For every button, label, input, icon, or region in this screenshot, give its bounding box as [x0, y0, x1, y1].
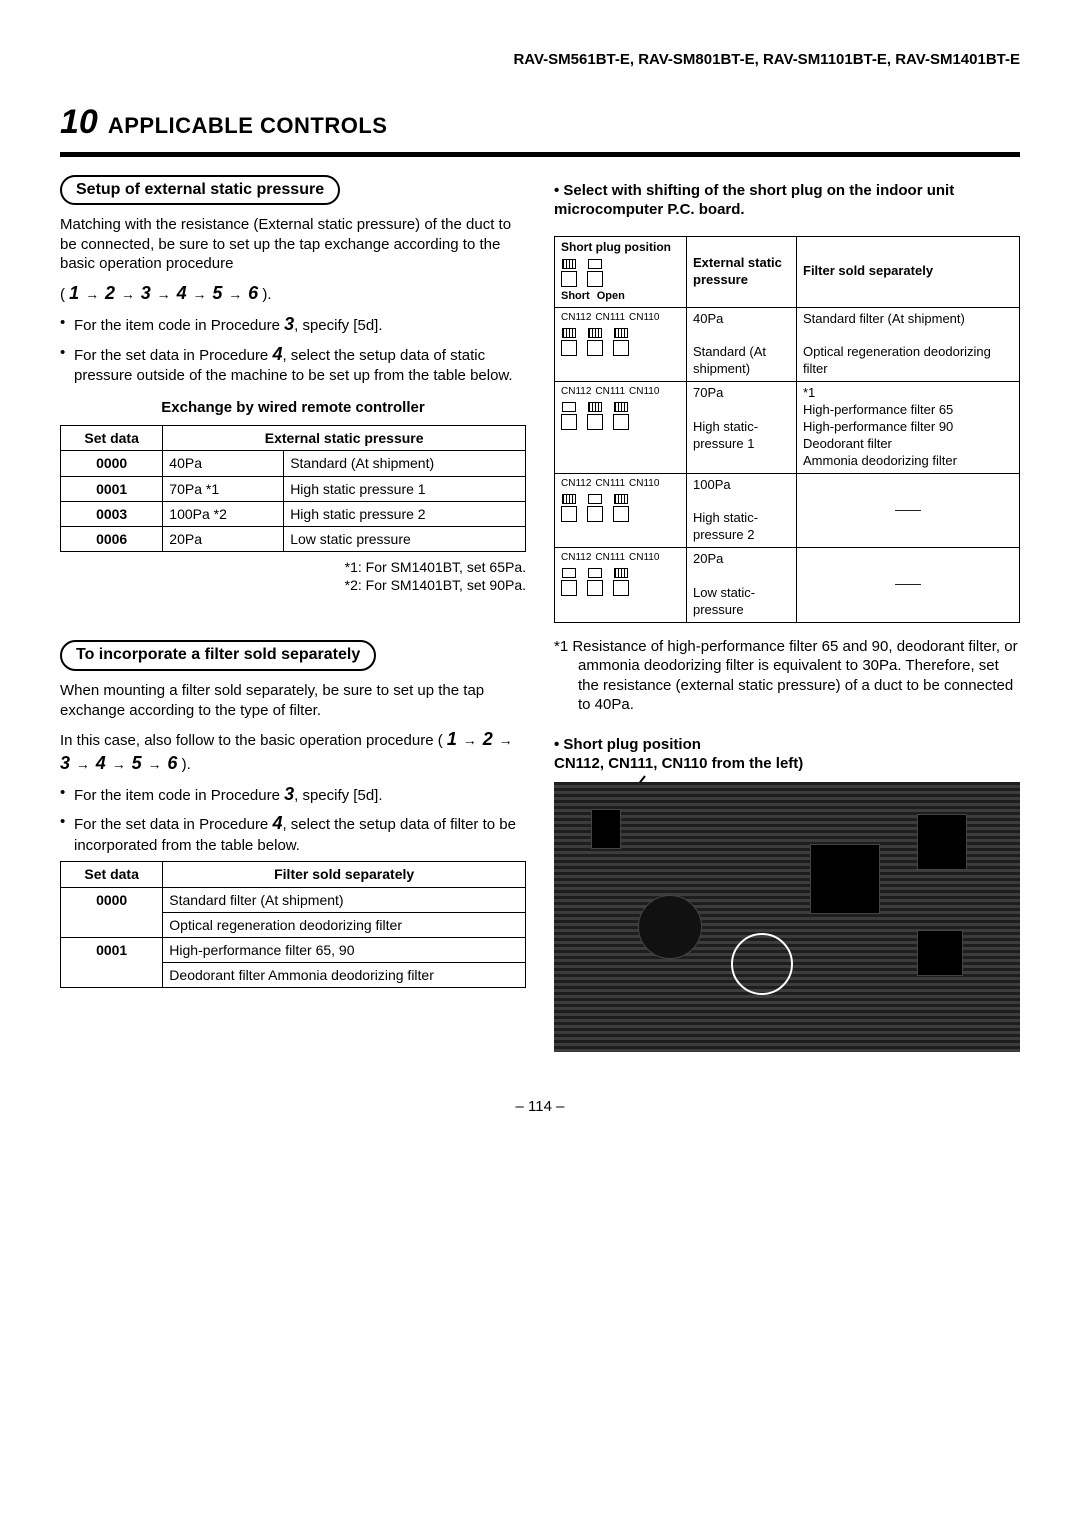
- table-footnote: *1: For SM1401BT, set 65Pa. *2: For SM14…: [60, 558, 526, 594]
- section-pill-static-pressure: Setup of external static pressure: [60, 175, 340, 206]
- section-pill-filter: To incorporate a filter sold separately: [60, 640, 376, 671]
- paragraph: In this case, also follow to the basic o…: [60, 728, 526, 775]
- circle-callout: [731, 933, 793, 995]
- board-image-wrap: [554, 782, 1020, 1052]
- table-header: Set data: [61, 862, 163, 887]
- paragraph: When mounting a filter sold separately, …: [60, 681, 526, 720]
- board-caption: • Short plug position CN112, CN111, CN11…: [554, 735, 1020, 774]
- bullet-item: For the item code in Procedure 3, specif…: [60, 313, 526, 336]
- chapter-number: 10: [60, 100, 98, 144]
- bullet-item: For the set data in Procedure 4, select …: [60, 812, 526, 855]
- table-subhead: Exchange by wired remote controller: [60, 398, 526, 418]
- chapter-heading: 10 APPLICABLE CONTROLS: [60, 100, 1020, 144]
- right-heading: • Select with shifting of the short plug…: [554, 181, 1020, 220]
- static-pressure-table: Set data External static pressure 000040…: [60, 425, 526, 552]
- right-column: • Select with shifting of the short plug…: [554, 175, 1020, 1052]
- bullet-item: For the set data in Procedure 4, select …: [60, 343, 526, 386]
- filter-table: Set data Filter sold separately 0000Stan…: [60, 861, 526, 988]
- header-models: RAV-SM561BT-E, RAV-SM801BT-E, RAV-SM1101…: [60, 50, 1020, 70]
- table-header: Set data: [61, 426, 163, 451]
- table-header: External static pressure: [687, 236, 797, 307]
- table-header: Filter sold separately: [797, 236, 1020, 307]
- table-header: External static pressure: [163, 426, 526, 451]
- procedure-sequence: ( 1 → 2 → 3 → 4 → 5 → 6 ).: [60, 282, 526, 305]
- bullet-list: For the item code in Procedure 3, specif…: [60, 313, 526, 385]
- table-header: Filter sold separately: [163, 862, 526, 887]
- page-number: – 114 –: [60, 1097, 1020, 1117]
- chapter-title: APPLICABLE CONTROLS: [108, 112, 388, 141]
- bullet-item: For the item code in Procedure 3, specif…: [60, 783, 526, 806]
- bullet-list: For the item code in Procedure 3, specif…: [60, 783, 526, 855]
- left-column: Setup of external static pressure Matchi…: [60, 175, 526, 1052]
- divider: [60, 152, 1020, 157]
- paragraph: Matching with the resistance (External s…: [60, 215, 526, 274]
- two-column-layout: Setup of external static pressure Matchi…: [60, 175, 1020, 1052]
- plug-position-table: Short plug position ShortOpen External s…: [554, 236, 1020, 623]
- plug-header-cell: Short plug position ShortOpen: [555, 236, 687, 307]
- footnote: *1 Resistance of high-performance filter…: [554, 637, 1020, 715]
- pcb-image: [554, 782, 1020, 1052]
